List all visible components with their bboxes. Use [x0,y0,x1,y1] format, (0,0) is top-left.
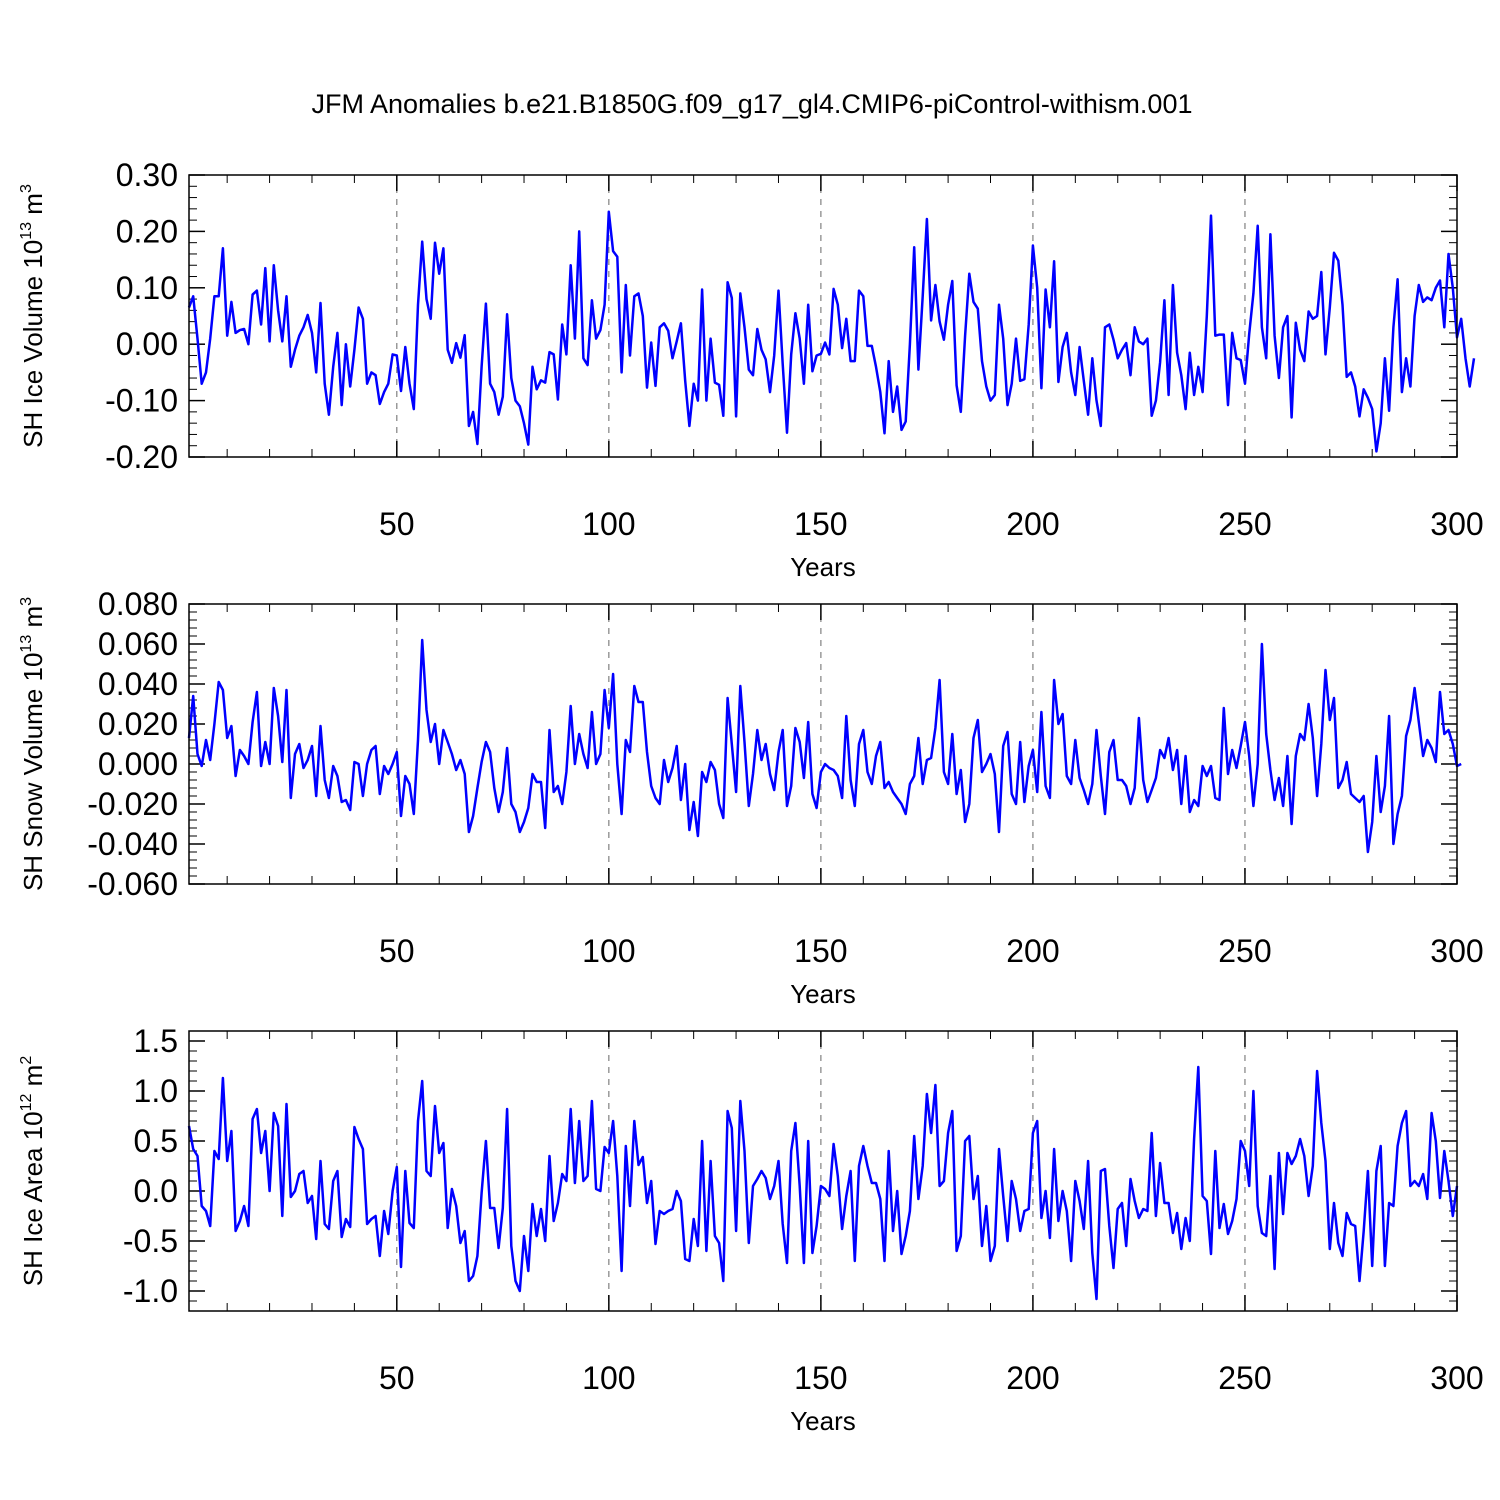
x-axis-label: Years [790,1406,856,1436]
y-axis-label: SH Ice Volume 1013 m3 [18,184,48,448]
plot-frame [188,1030,1458,1312]
series-line [187,210,1476,453]
x-tick-label: 250 [1218,506,1271,542]
y-tick-label: 0.5 [134,1123,178,1159]
x-tick-label: 200 [1006,1360,1059,1396]
y-tick-label: 0.020 [98,706,178,742]
panel-1: 50 100 150 200 250 300 -0.20 -0.10 0.00 0.10 0.20 0… [18,157,1484,582]
x-tick-label: 100 [582,506,635,542]
x-tick-label: 300 [1430,1360,1483,1396]
y-tick-label: 0.000 [98,746,178,782]
panel-3: 50 100 150 200 250 300 -1.0 -0.5 0.0 0.5 1.0 1.5 Yea… [18,1023,1484,1436]
y-tick-label: -1.0 [123,1273,178,1309]
y-tick-label: 0.060 [98,626,178,662]
x-axis-label: Years [790,979,856,1009]
x-tick-label: 50 [379,1360,415,1396]
x-tick-label: 150 [794,933,847,969]
y-tick-label: 0.080 [98,586,178,622]
x-tick-label: 50 [379,506,415,542]
x-tick-label: 200 [1006,933,1059,969]
x-tick-label: 250 [1218,933,1271,969]
x-tick-label: 100 [582,1360,635,1396]
panels: 50 100 150 200 250 300 -0.20 -0.10 0.00 0.10 0.20 0… [18,157,1484,1436]
y-tick-label: 0.040 [98,666,178,702]
panel-2: 50 100 150 200 250 300 -0.060 -0.040 -0.020 0.000… [18,586,1484,1009]
y-tick-label: 1.0 [134,1073,178,1109]
y-axis-label: SH Snow Volume 1013 m3 [18,597,48,891]
y-tick-label: -0.060 [87,866,178,902]
x-tick-label: 300 [1430,933,1483,969]
y-tick-label: -0.5 [123,1223,178,1259]
y-tick-label: 0.0 [134,1173,178,1209]
y-tick-label: -0.20 [105,439,178,475]
y-tick-label: -0.040 [87,826,178,862]
y-tick-label: 1.5 [134,1023,178,1059]
y-tick-label: 0.20 [116,213,178,249]
y-tick-label: 0.10 [116,270,178,306]
y-tick-label: -0.10 [105,383,178,419]
series-line [187,1065,1459,1301]
x-tick-label: 50 [379,933,415,969]
x-tick-label: 300 [1430,506,1483,542]
series-line [187,638,1462,854]
y-tick-label: 0.30 [116,157,178,193]
x-tick-label: 150 [794,506,847,542]
plot-frame [188,174,1458,458]
x-tick-label: 250 [1218,1360,1271,1396]
x-tick-label: 200 [1006,506,1059,542]
chart-title: JFM Anomalies b.e21.B1850G.f09_g17_gl4.C… [312,89,1193,119]
x-tick-label: 100 [582,933,635,969]
x-tick-label: 150 [794,1360,847,1396]
y-axis-label: SH Ice Area 1012 m2 [18,1056,48,1287]
x-axis-label: Years [790,552,856,582]
y-tick-label: 0.00 [116,326,178,362]
plot-frame [188,603,1458,885]
y-tick-label: -0.020 [87,786,178,822]
